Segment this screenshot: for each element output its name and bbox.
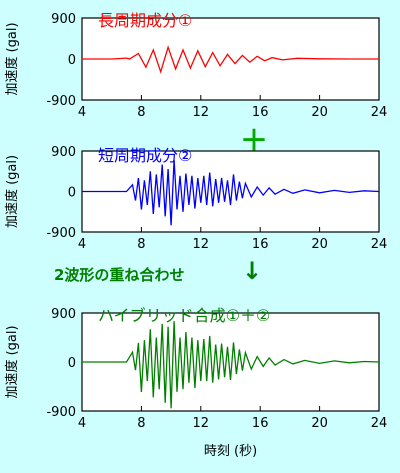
x-tick-label: 16 (252, 237, 269, 252)
x-tick-label: 16 (252, 416, 269, 431)
y-axis-label: 加速度 (gal) (4, 22, 20, 95)
y-tick-label: 0 (68, 356, 76, 371)
y-tick-label: -900 (46, 94, 76, 109)
y-axis-label: 加速度 (gal) (4, 155, 20, 228)
x-tick-label: 4 (78, 416, 86, 431)
x-tick-label: 24 (371, 237, 388, 252)
x-tick-label: 4 (78, 105, 86, 120)
series-line (82, 321, 380, 409)
panel-title: 長周期成分① (98, 11, 192, 30)
x-tick-label: 4 (78, 237, 86, 252)
x-tick-label: 12 (193, 237, 210, 252)
y-tick-label: 0 (68, 186, 76, 201)
panel-3: 4 8 12 16 20 24 900 0 -900 加速度 (gal) ハイブリッド合成①＋② 時刻… (4, 306, 387, 459)
x-tick-label: 12 (193, 105, 210, 120)
x-tick-label: 20 (311, 105, 328, 120)
x-tick-label: 8 (137, 237, 145, 252)
x-tick-label: 8 (137, 416, 145, 431)
panel-1: 4 8 12 16 20 24 900 0 -900 加速度 (gal) 長周期成分① (4, 11, 387, 120)
x-tick-label: 24 (371, 105, 388, 120)
y-tick-label: 900 (51, 307, 76, 322)
panel-2: 4 8 12 16 20 24 900 0 -900 加速度 (gal) 短周期成分② (4, 145, 387, 252)
x-tick-label: 24 (371, 416, 388, 431)
y-tick-label: 900 (51, 12, 76, 27)
series-line (82, 159, 380, 226)
y-tick-label: 0 (68, 53, 76, 68)
x-tick-label: 8 (137, 105, 145, 120)
x-tick-label: 16 (252, 105, 269, 120)
y-axis-label: 加速度 (gal) (4, 325, 20, 398)
x-tick-label: 12 (193, 416, 210, 431)
y-tick-label: -900 (46, 405, 76, 420)
panel-title: ハイブリッド合成①＋② (98, 306, 270, 325)
x-axis-label: 時刻 (秒) (204, 444, 257, 459)
series-line (82, 45, 379, 74)
panel-title: 短周期成分② (98, 146, 192, 165)
plus-sign: ＋ (240, 124, 269, 157)
superposition-label: 2波形の重ね合わせ (54, 266, 185, 284)
x-tick-label: 20 (311, 237, 328, 252)
down-arrow-icon: ↓ (242, 257, 263, 285)
y-tick-label: 900 (51, 145, 76, 160)
y-tick-label: -900 (46, 226, 76, 241)
x-tick-label: 20 (311, 416, 328, 431)
